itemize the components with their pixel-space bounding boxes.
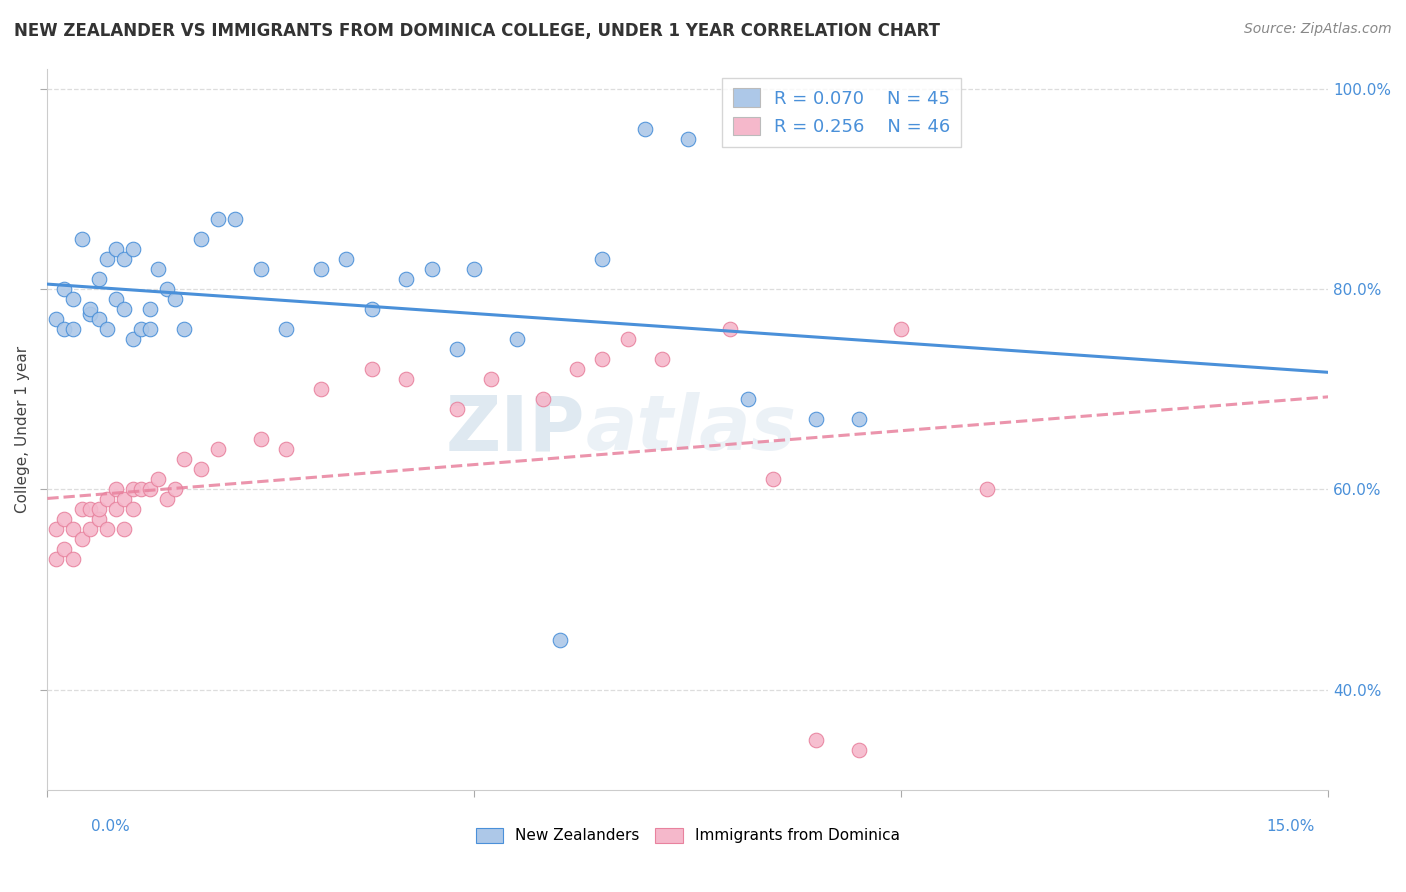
Point [53, 542, 76, 557]
Point [190, 462, 212, 476]
Point [976, 482, 998, 496]
Point [62, 522, 84, 536]
Point [165, 292, 187, 306]
Point [548, 632, 571, 647]
Point [96, 252, 118, 266]
Point [62, 552, 84, 566]
Point [250, 432, 273, 446]
Point [96, 322, 118, 336]
Point [70, 502, 93, 516]
Text: atlas: atlas [585, 392, 796, 467]
Point [395, 372, 418, 386]
Point [104, 242, 127, 256]
Point [360, 301, 382, 316]
Point [420, 261, 443, 276]
Point [87, 312, 110, 326]
Point [617, 332, 640, 346]
Point [139, 322, 162, 336]
Point [87, 512, 110, 526]
Point [190, 232, 212, 246]
Point [121, 502, 143, 516]
Point [129, 322, 152, 336]
Point [276, 322, 298, 336]
Point [129, 482, 152, 496]
Point [250, 261, 273, 276]
Point [112, 301, 135, 316]
Point [156, 492, 179, 507]
Point [309, 261, 332, 276]
Point [53, 322, 76, 336]
Point [62, 322, 84, 336]
Point [207, 211, 229, 226]
Point [121, 482, 143, 496]
Point [148, 472, 170, 486]
Point [737, 392, 759, 406]
Point [395, 272, 418, 286]
Point [45, 522, 67, 536]
Point [148, 261, 170, 276]
Point [165, 482, 187, 496]
Legend: R = 0.070    N = 45, R = 0.256    N = 46: R = 0.070 N = 45, R = 0.256 N = 46 [721, 78, 962, 147]
Point [87, 272, 110, 286]
Point [79, 502, 101, 516]
Point [53, 282, 76, 296]
Point [104, 482, 127, 496]
Text: 15.0%: 15.0% [1267, 820, 1315, 834]
Point [309, 382, 332, 396]
Point [479, 372, 502, 386]
Point [173, 322, 195, 336]
Point [531, 392, 554, 406]
Point [676, 131, 699, 145]
Point [156, 282, 179, 296]
Point [112, 492, 135, 507]
Y-axis label: College, Under 1 year: College, Under 1 year [15, 345, 30, 513]
Point [53, 512, 76, 526]
Point [112, 522, 135, 536]
Point [121, 242, 143, 256]
Point [848, 412, 870, 426]
Point [45, 312, 67, 326]
Point [463, 261, 485, 276]
Point [890, 322, 912, 336]
Text: NEW ZEALANDER VS IMMIGRANTS FROM DOMINICA COLLEGE, UNDER 1 YEAR CORRELATION CHAR: NEW ZEALANDER VS IMMIGRANTS FROM DOMINIC… [14, 22, 941, 40]
Point [446, 342, 468, 356]
Text: ZIP: ZIP [446, 392, 585, 467]
Point [207, 442, 229, 457]
Point [446, 402, 468, 417]
Point [45, 552, 67, 566]
Point [62, 292, 84, 306]
Point [70, 232, 93, 246]
Point [87, 502, 110, 516]
Point [720, 322, 742, 336]
Point [804, 412, 827, 426]
Point [506, 332, 529, 346]
Point [104, 292, 127, 306]
Point [634, 121, 657, 136]
Point [79, 307, 101, 321]
Point [112, 252, 135, 266]
Point [335, 252, 357, 266]
Point [139, 301, 162, 316]
Point [139, 482, 162, 496]
Text: 0.0%: 0.0% [91, 820, 131, 834]
Point [276, 442, 298, 457]
Point [104, 502, 127, 516]
Text: Source: ZipAtlas.com: Source: ZipAtlas.com [1244, 22, 1392, 37]
Point [173, 452, 195, 467]
Point [565, 362, 588, 376]
Point [96, 522, 118, 536]
Point [96, 492, 118, 507]
Point [591, 351, 613, 366]
Point [762, 472, 785, 486]
Point [79, 522, 101, 536]
Point [804, 732, 827, 747]
Point [79, 301, 101, 316]
Point [121, 332, 143, 346]
Point [591, 252, 613, 266]
Point [224, 211, 246, 226]
Point [848, 742, 870, 756]
Point [651, 351, 673, 366]
Point [360, 362, 382, 376]
Point [70, 533, 93, 547]
